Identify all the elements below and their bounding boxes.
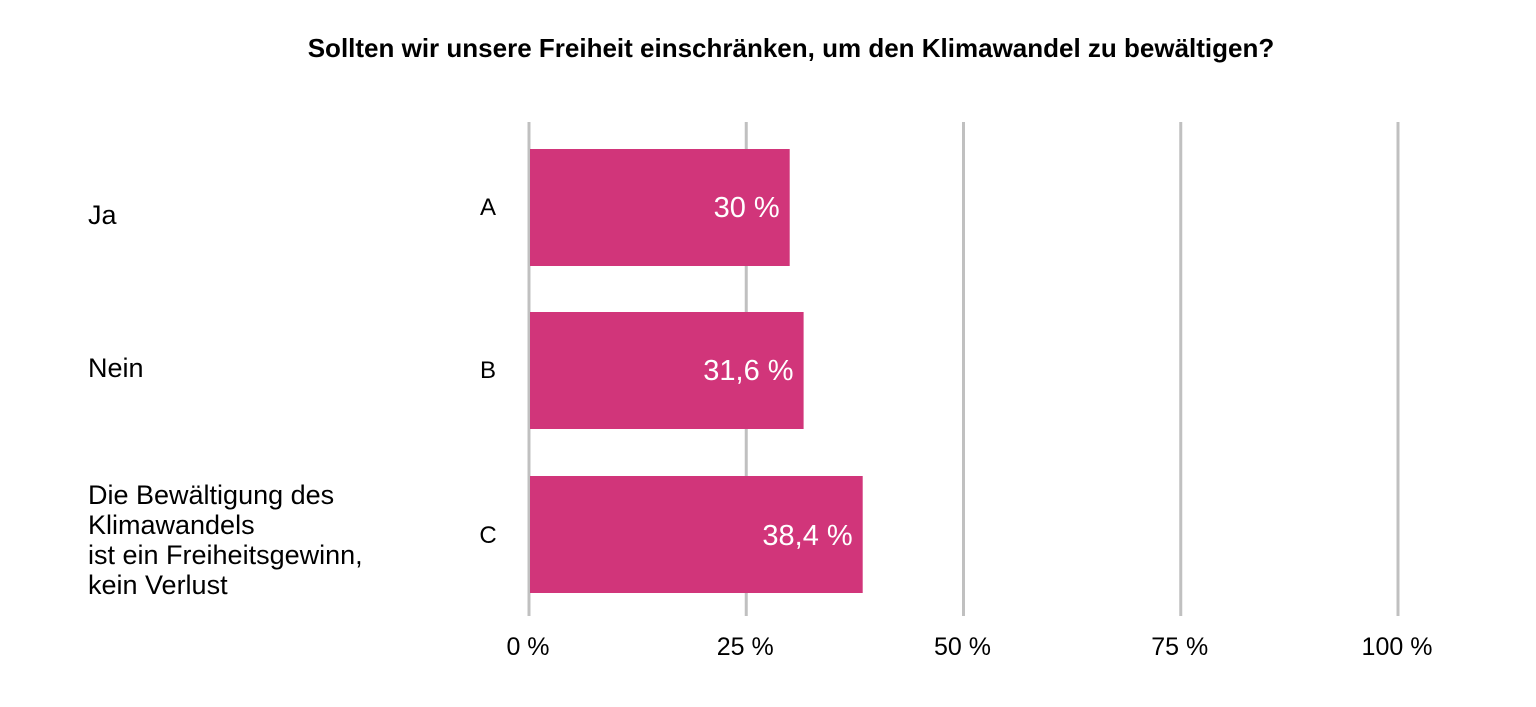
- category-label-C: C: [479, 522, 496, 549]
- answer-text-line: kein Verlust: [88, 570, 228, 600]
- bar-C: [530, 476, 863, 593]
- x-tick-label-75: 75 %: [1151, 633, 1208, 661]
- value-label-A: 30 %: [714, 192, 780, 224]
- answer-text-C: Die Bewältigung des Klimawandels ist ein F…: [88, 480, 363, 600]
- answer-text-B: Nein: [88, 353, 144, 383]
- answer-text-line: Nein: [88, 353, 144, 383]
- value-label-B: 31,6 %: [703, 355, 793, 387]
- answer-text-line: Klimawandels: [88, 510, 255, 540]
- category-label-A: A: [480, 194, 496, 221]
- x-tick-label-0: 0 %: [506, 633, 549, 661]
- category-label-B: B: [480, 357, 496, 384]
- x-tick-label-50: 50 %: [934, 633, 991, 661]
- x-tick-label-100: 100 %: [1362, 633, 1433, 661]
- answer-text-line: Die Bewältigung des: [88, 480, 335, 510]
- bar-A: [530, 149, 790, 266]
- answer-text-line: Ja: [88, 200, 117, 230]
- bar-B: [530, 312, 804, 429]
- value-label-C: 38,4 %: [762, 520, 852, 552]
- x-tick-label-25: 25 %: [717, 633, 774, 661]
- answer-text-A: Ja: [88, 200, 117, 230]
- answer-text-line: ist ein Freiheitsgewinn,: [88, 540, 363, 570]
- chart-title: Sollten wir unsere Freiheit einschränken…: [307, 33, 1275, 63]
